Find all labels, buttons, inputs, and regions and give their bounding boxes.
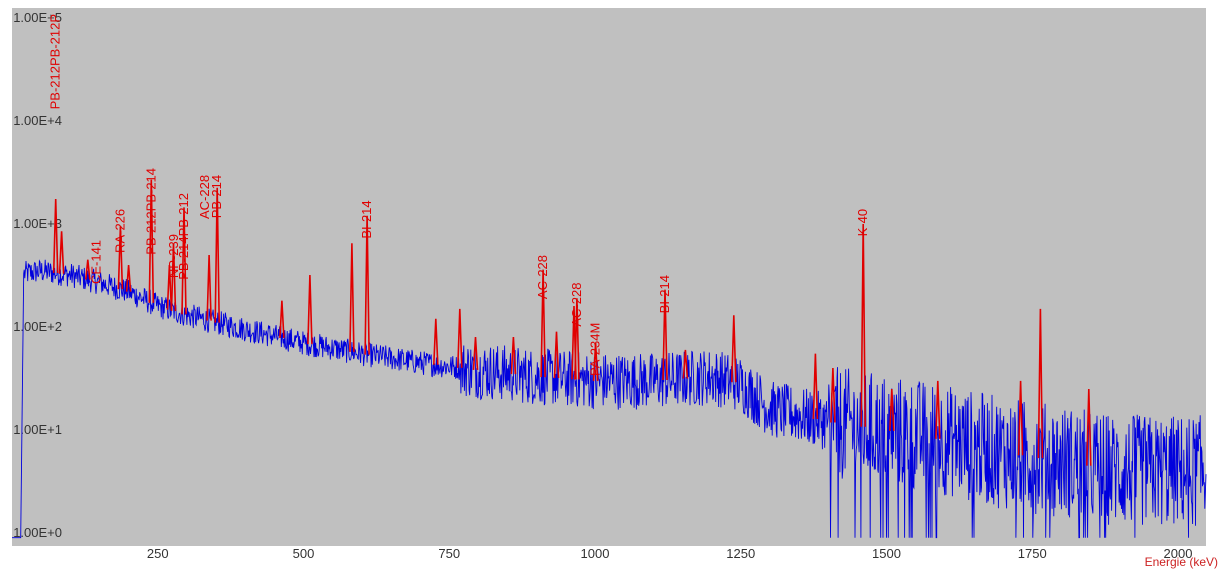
x-tick-label: 1000 [581, 546, 610, 561]
peak-mark [52, 198, 59, 274]
peak-label: PB-214 [209, 175, 224, 218]
peak-mark [85, 259, 91, 280]
peak-mark [206, 254, 212, 321]
peak-label: PB-212PB-214 [143, 168, 158, 255]
x-axis-title: Energie (keV) [1145, 555, 1218, 569]
peak-mark [574, 298, 580, 380]
peak-mark [457, 308, 463, 368]
peak-mark [860, 223, 866, 427]
peak-mark [1037, 308, 1044, 459]
x-tick-label: 1500 [872, 546, 901, 561]
y-tick-label: 1.00E+1 [13, 422, 62, 437]
x-tick-label: 1750 [1018, 546, 1047, 561]
peak-label: PB-212PB-212P [48, 14, 63, 109]
peak-label: AC-228 [535, 255, 550, 299]
peak-mark [117, 226, 124, 290]
peak-mark [364, 215, 370, 355]
peak-label: RA-226 [112, 209, 127, 253]
peak-label: AC-228 [197, 175, 212, 219]
peak-mark [279, 300, 285, 338]
x-tick-label: 250 [147, 546, 169, 561]
peak-mark [125, 264, 132, 292]
peak-label: PB-214PB-212 [176, 193, 191, 280]
peak-mark [1017, 380, 1024, 456]
peak-mark [830, 367, 836, 423]
peak-mark [170, 243, 177, 312]
y-tick-label: 1.00E+0 [13, 525, 62, 540]
peak-mark [731, 315, 737, 383]
peak-series [52, 179, 1092, 466]
peak-label: PA-234M [588, 323, 603, 376]
peak-mark [889, 388, 895, 431]
y-tick-label: 1.00E+3 [13, 216, 62, 231]
peak-mark [540, 269, 546, 378]
x-axis: 250 500 750 1000 1250 1500 1750 2000 [147, 546, 1193, 561]
peak-mark [553, 331, 560, 379]
peak-mark [349, 243, 355, 352]
peak-mark [812, 353, 819, 420]
peak-label: K-40 [855, 209, 870, 236]
peak-mark [433, 318, 439, 365]
peak-label: BI-214 [359, 200, 374, 238]
peak-label: CE-141 [88, 240, 103, 284]
peak-mark [662, 289, 668, 381]
x-tick-label: 500 [293, 546, 315, 561]
peak-mark [148, 179, 155, 303]
plot-area [12, 8, 1206, 546]
peak-mark [935, 380, 941, 439]
peak-mark [682, 349, 689, 379]
x-tick-label: 2000 [1164, 546, 1193, 561]
peak-mark [510, 336, 517, 375]
peak-mark [166, 264, 173, 310]
y-tick-label: 1.00E+2 [13, 319, 62, 334]
peak-label: NP-239 [166, 234, 181, 278]
peak-label: BI-214 [657, 275, 672, 313]
peak-labels: PB-212PB-212P PB-212PB-214 PB-214PB-212 AC-… [48, 14, 871, 376]
y-tick-label: 1.00E+4 [13, 113, 62, 128]
peak-mark [214, 187, 220, 323]
peak-mark [472, 336, 479, 370]
peak-mark [58, 231, 65, 274]
x-tick-label: 750 [438, 546, 460, 561]
x-tick-label: 1250 [726, 546, 755, 561]
peak-mark [181, 207, 187, 315]
peak-mark [592, 342, 599, 381]
peak-mark [307, 274, 313, 345]
y-tick-label: 1.00E+5 [13, 10, 62, 25]
peak-mark [1086, 388, 1092, 466]
y-axis: 1.00E+0 1.00E+1 1.00E+2 1.00E+3 1.00E+4 1.00E… [13, 10, 62, 540]
peak-label: AC-228 [569, 283, 584, 327]
